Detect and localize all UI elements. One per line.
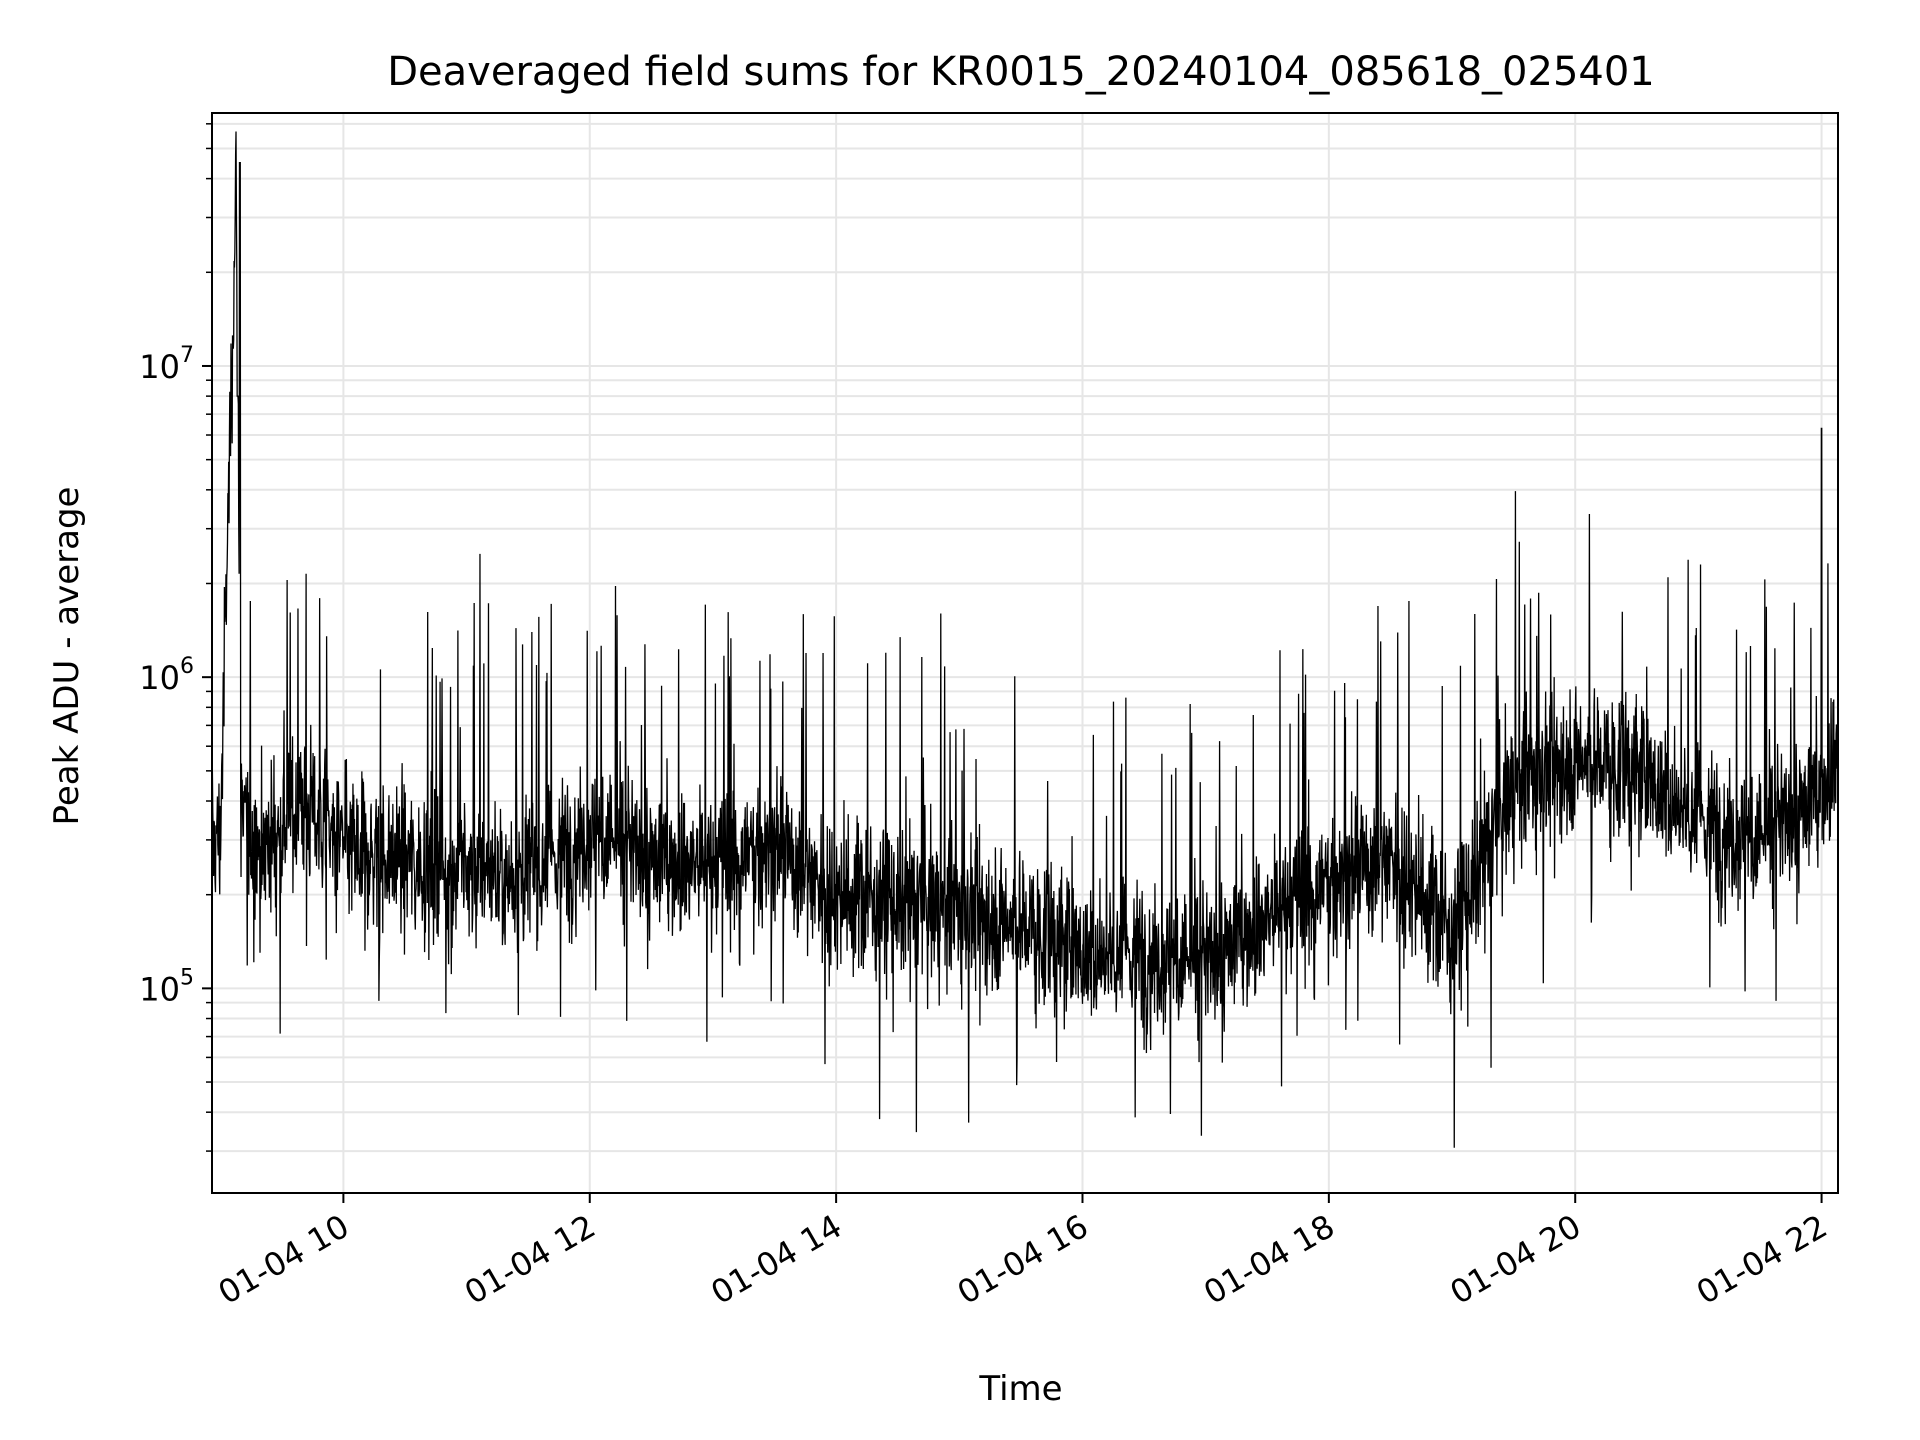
series-layer — [211, 131, 1839, 1148]
y-tick-label: 106 — [139, 654, 194, 697]
y-tick-label: 105 — [139, 965, 194, 1008]
series-line — [211, 131, 1839, 1148]
plot-frame — [211, 112, 1839, 1194]
y-tick-label: 107 — [139, 343, 194, 386]
chart-title: Deaveraged field sums for KR0015_2024010… — [387, 49, 1655, 95]
x-axis-label: Time — [978, 1369, 1062, 1409]
y-axis-label: Peak ADU - average — [47, 487, 87, 826]
